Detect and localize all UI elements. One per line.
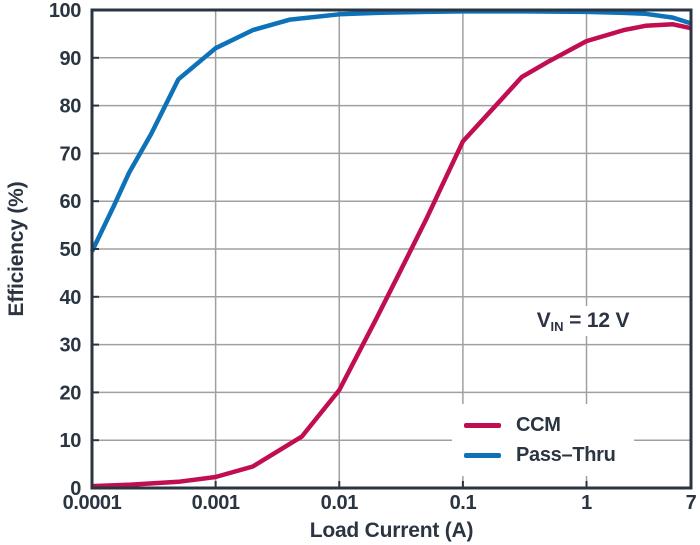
x-tick-label: 7 [686,492,697,514]
legend-label-pass-thru: Pass–Thru [516,444,616,466]
series-line-ccm [91,22,692,489]
pass-thru-line-swatch [464,452,501,458]
x-tick-label: 0.1 [450,492,477,514]
x-tick-label: 1 [581,492,592,514]
y-axis-title: Efficiency (%) [5,181,28,317]
series-line-pass-thru [89,9,692,253]
y-tick-label: 60 [60,191,82,213]
y-tick-label: 0 [70,478,81,500]
ccm-line-swatch [464,422,501,428]
vin-annotation-prefix: V [536,309,551,332]
y-tick-label: 80 [60,96,82,118]
legend-label-ccm: CCM [516,414,561,436]
y-tick-label: 40 [60,287,82,309]
x-axis-title: Load Current (A) [309,519,474,542]
vin-annotation-subscript: IN [550,319,564,334]
x-tick-label: 0.01 [321,492,359,514]
legend-item-pass-thru: Pass–Thru [464,445,616,465]
vin-annotation: VIN = 12 V [526,306,640,336]
y-tick-label: 100 [49,0,81,22]
legend-item-ccm: CCM [464,415,616,435]
x-tick-label: 0.0001 [63,492,122,514]
y-tick-label: 30 [60,335,82,357]
legend: CCM Pass–Thru [452,404,634,476]
y-tick-label: 90 [60,48,82,70]
y-tick-label: 70 [60,143,82,165]
y-tick-label: 10 [60,430,82,452]
vin-annotation-value: = 12 V [563,309,630,332]
y-tick-label: 20 [60,382,82,404]
y-tick-label: 50 [60,239,82,261]
x-tick-label: 0.001 [192,492,240,514]
